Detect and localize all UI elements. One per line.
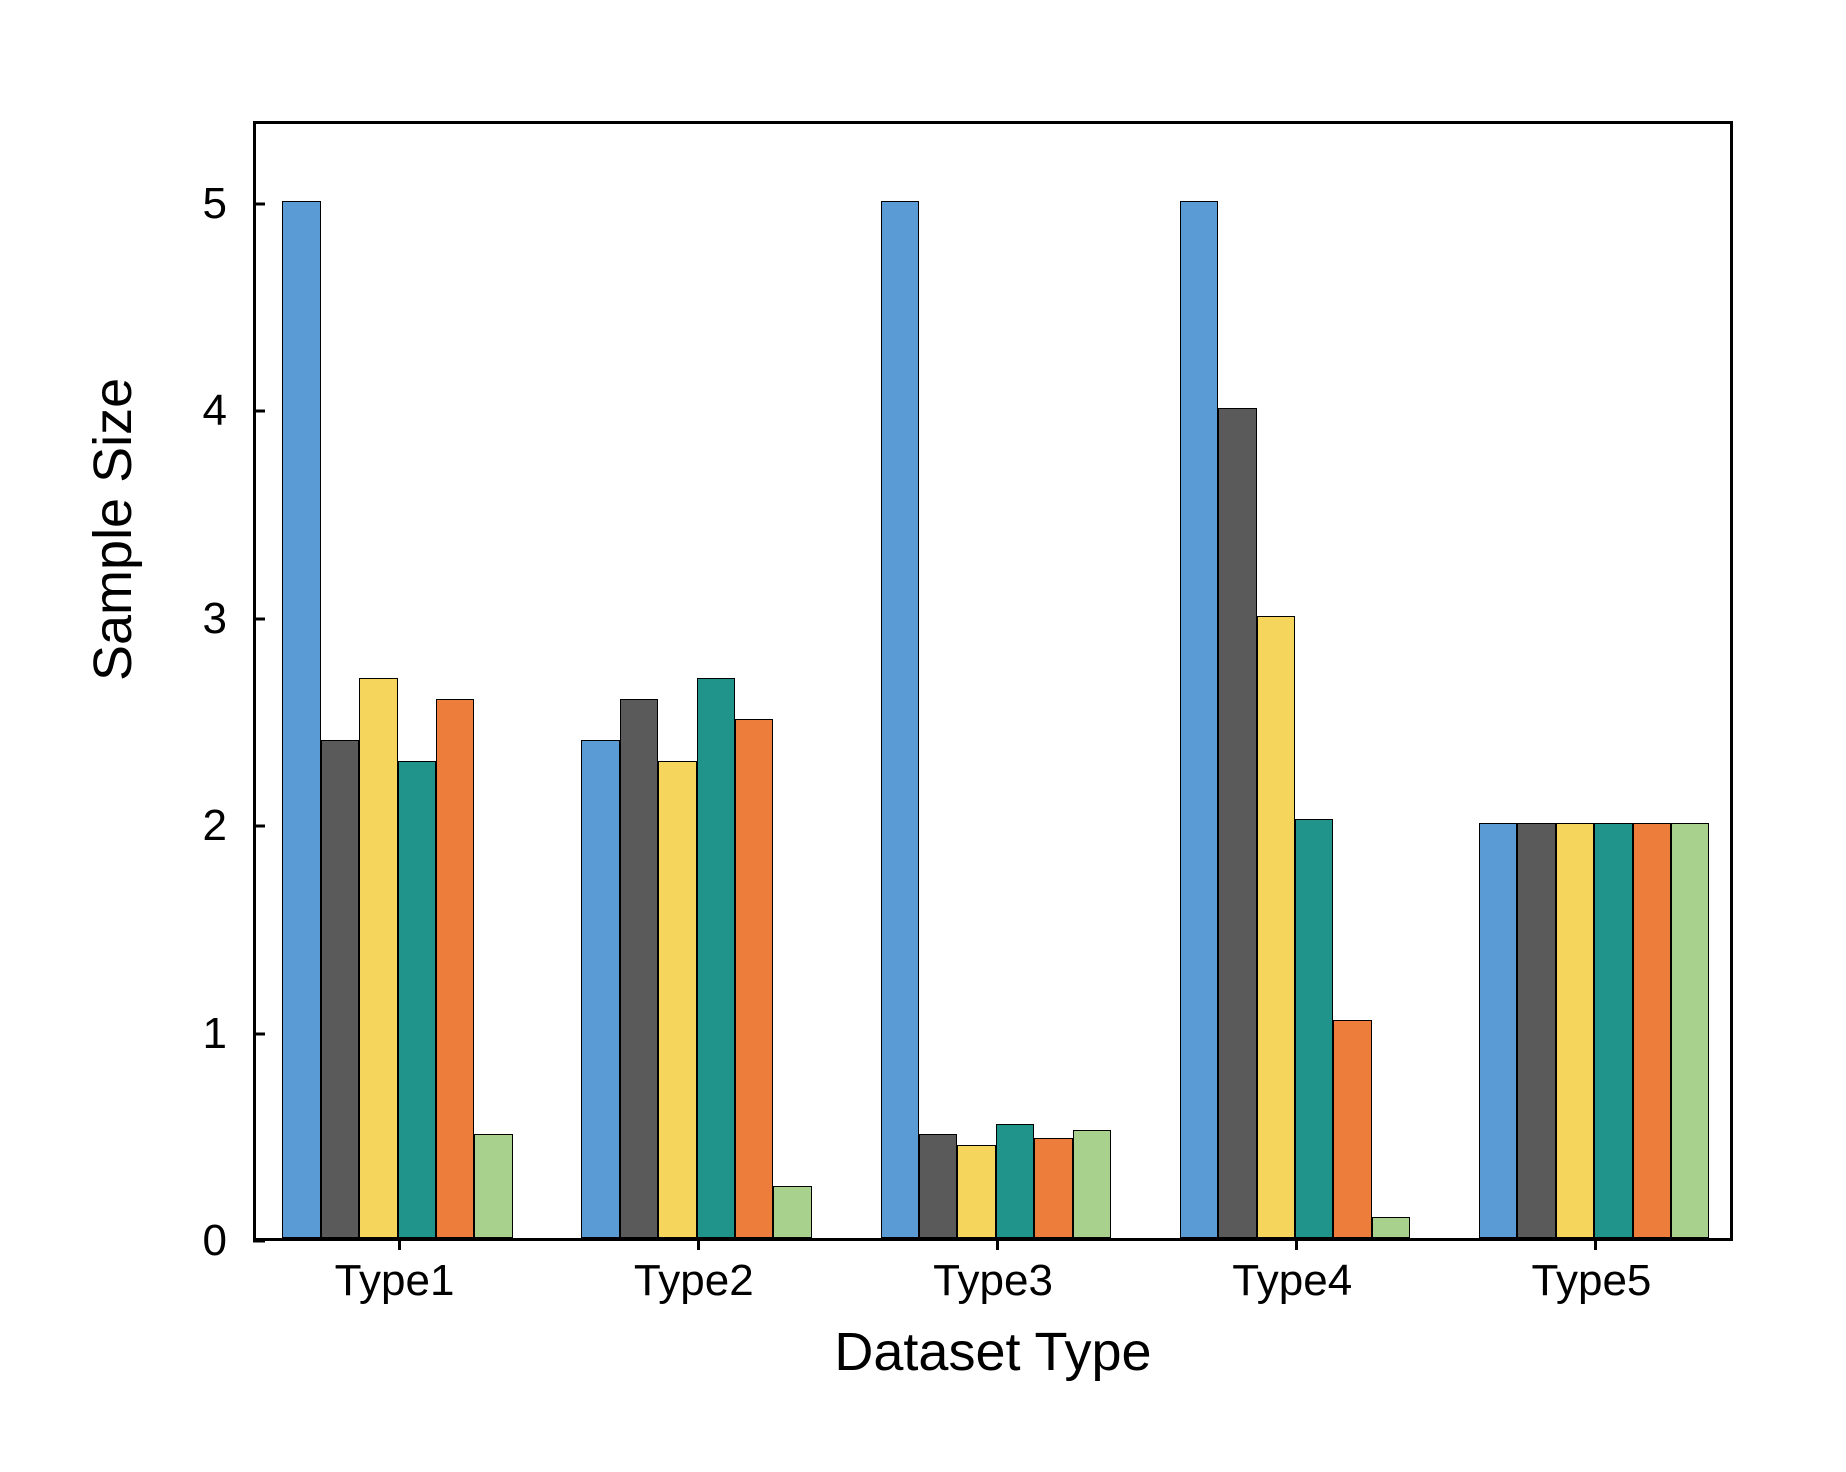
x-tick-label: Type2 <box>634 1256 754 1306</box>
bar <box>1218 408 1256 1238</box>
x-tick-mark <box>996 1238 999 1250</box>
bar-group <box>581 678 811 1238</box>
bar <box>881 201 919 1238</box>
y-tick-label: 2 <box>203 801 227 851</box>
bar <box>957 1145 995 1238</box>
bar <box>1671 823 1709 1238</box>
bars-container <box>256 124 1730 1238</box>
bar <box>697 678 735 1238</box>
y-tick-mark <box>253 202 265 205</box>
bar <box>1556 823 1594 1238</box>
bar <box>436 699 474 1238</box>
bar <box>620 699 658 1238</box>
bar-chart: Sample Size 012345 Type1Type2Type3Type4T… <box>73 61 1773 1411</box>
bar <box>773 1186 811 1238</box>
x-tick-label: Type1 <box>335 1256 455 1306</box>
y-tick-mark <box>253 1240 265 1243</box>
y-tick-label: 5 <box>203 179 227 229</box>
bar <box>1594 823 1632 1238</box>
bar <box>919 1134 957 1238</box>
plot-area <box>253 121 1733 1241</box>
bar <box>1180 201 1218 1238</box>
x-tick-mark <box>697 1238 700 1250</box>
bar <box>1479 823 1517 1238</box>
bar <box>1633 823 1671 1238</box>
y-tick-label: 4 <box>203 386 227 436</box>
x-tick-label: Type3 <box>933 1256 1053 1306</box>
bar-group <box>282 201 512 1238</box>
y-tick-mark <box>253 1032 265 1035</box>
y-tick-label: 3 <box>203 594 227 644</box>
x-tick-label: Type4 <box>1232 1256 1352 1306</box>
x-tick-mark <box>398 1238 401 1250</box>
bar <box>321 740 359 1238</box>
bar <box>1295 819 1333 1238</box>
bar <box>735 719 773 1238</box>
bar <box>1517 823 1555 1238</box>
bar <box>1257 616 1295 1238</box>
y-tick-mark <box>253 410 265 413</box>
bar <box>359 678 397 1238</box>
bar <box>1034 1138 1072 1238</box>
bar <box>398 761 436 1238</box>
y-axis: 012345 <box>73 121 243 1241</box>
bar <box>658 761 696 1238</box>
x-tick-mark <box>1594 1238 1597 1250</box>
x-tick-mark <box>1295 1238 1298 1250</box>
bar <box>1372 1217 1410 1238</box>
x-tick-label: Type5 <box>1532 1256 1652 1306</box>
y-tick-mark <box>253 617 265 620</box>
y-tick-label: 0 <box>203 1216 227 1266</box>
bar <box>1333 1020 1371 1238</box>
bar <box>474 1134 512 1238</box>
bar-group <box>1180 201 1410 1238</box>
bar <box>282 201 320 1238</box>
bar-group <box>1479 823 1709 1238</box>
y-tick-label: 1 <box>203 1009 227 1059</box>
x-axis-label: Dataset Type <box>253 1321 1733 1383</box>
y-tick-mark <box>253 825 265 828</box>
bar-group <box>881 201 1111 1238</box>
bar <box>1073 1130 1111 1238</box>
bar <box>581 740 619 1238</box>
x-axis: Type1 Type2 Type3 Type4 Type5 <box>253 1256 1733 1316</box>
bar <box>996 1124 1034 1238</box>
